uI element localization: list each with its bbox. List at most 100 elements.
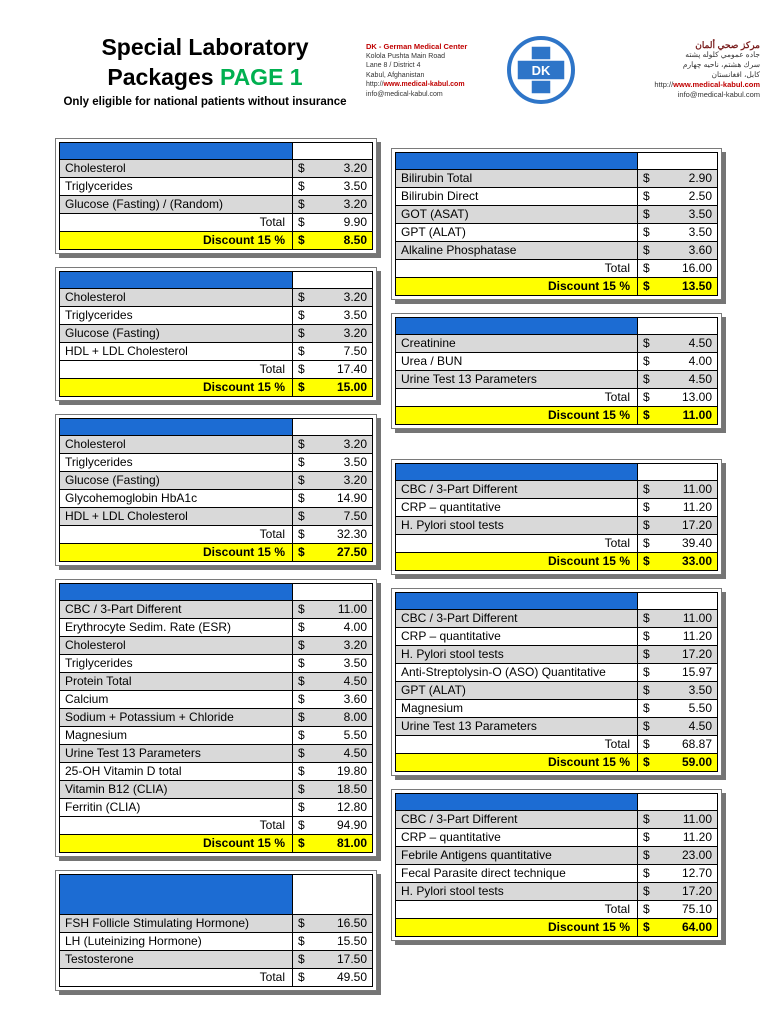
test-name: Ferritin (CLIA) — [59, 798, 293, 817]
test-price-cell: $4.50 — [292, 744, 373, 763]
test-name: CBC / 3-Part Different — [59, 600, 293, 619]
clinic-url: http://www.medical-kabul.com — [366, 80, 498, 90]
price: $17.40 — [298, 362, 367, 377]
currency-sign: $ — [643, 866, 650, 880]
currency-sign: $ — [643, 372, 650, 386]
table-header-row — [59, 271, 373, 289]
test-price-cell: $3.20 — [292, 435, 373, 454]
test-row: GPT (ALAT) $3.50 — [395, 681, 718, 700]
table-title-price-cell — [637, 793, 718, 811]
test-row: Urea / BUN $4.00 — [395, 352, 718, 371]
currency-sign: $ — [643, 171, 650, 185]
clinic-address-arabic-line3: كابل، افغانستان — [711, 70, 760, 79]
clinic-name: DK - German Medical Center — [366, 42, 468, 51]
table-title-bar — [59, 874, 293, 915]
package-price-table: Cholesterol $3.20 Triglycerides $3.50 Glucos… — [59, 271, 373, 397]
total-label: Total — [59, 968, 293, 987]
amount: 27.50 — [336, 545, 367, 559]
amount: 11.00 — [682, 408, 712, 422]
test-name: HDL + LDL Cholesterol — [59, 507, 293, 526]
currency-sign: $ — [643, 390, 650, 404]
total-label: Total — [395, 900, 638, 919]
table-header-row — [59, 418, 373, 436]
test-price-cell: $2.50 — [637, 187, 718, 206]
amount: 8.50 — [343, 233, 367, 247]
discount-price-cell: $64.00 — [637, 918, 718, 937]
price: $2.90 — [643, 171, 712, 186]
test-price-cell: $3.20 — [292, 324, 373, 343]
price: $75.10 — [643, 902, 712, 917]
test-name: Triglycerides — [59, 306, 293, 325]
discount-label: Discount 15 % — [395, 552, 638, 571]
price: $11.00 — [643, 408, 712, 423]
amount: 4.50 — [688, 372, 712, 386]
amount: 2.90 — [688, 171, 712, 185]
test-row: Protein Total $4.50 — [59, 672, 373, 691]
discount-label: Discount 15 % — [59, 378, 293, 397]
price: $3.50 — [298, 455, 367, 470]
price: $59.00 — [643, 755, 712, 770]
total-price-cell: $17.40 — [292, 360, 373, 379]
test-name: Triglycerides — [59, 453, 293, 472]
amount: 7.50 — [343, 509, 367, 523]
test-price-cell: $3.60 — [637, 241, 718, 260]
table-title-price-cell — [292, 271, 373, 289]
test-name: Erythrocyte Sedim. Rate (ESR) — [59, 618, 293, 637]
package-price-table: Creatinine $4.50 Urea / BUN $4.00 Urine Test… — [395, 317, 718, 425]
amount: 3.60 — [688, 243, 712, 257]
test-row: Glycohemoglobin HbA1c $14.90 — [59, 489, 373, 508]
amount: 3.50 — [343, 455, 367, 469]
test-name: Magnesium — [395, 699, 638, 718]
discount-label: Discount 15 % — [59, 834, 293, 853]
total-label: Total — [59, 360, 293, 379]
test-row: CRP – quantitative $11.20 — [395, 828, 718, 847]
currency-sign: $ — [643, 408, 650, 422]
package-table: CBC / 3-Part Different $11.00 CRP – quanti… — [391, 588, 722, 776]
amount: 11.00 — [682, 812, 712, 826]
total-row: Total $9.90 — [59, 213, 373, 232]
price: $3.60 — [298, 692, 367, 707]
test-name: CBC / 3-Part Different — [395, 609, 638, 628]
price: $94.90 — [298, 818, 367, 833]
total-label: Total — [395, 259, 638, 278]
test-name: GOT (ASAT) — [395, 205, 638, 224]
package-price-table: FSH Follicle Stimulating Hormone) $16.50 L… — [59, 874, 373, 987]
price: $15.50 — [298, 934, 367, 949]
clinic-address-line3: Kabul, Afghanistan — [366, 71, 425, 79]
amount: 13.50 — [681, 279, 712, 293]
total-row: Total $13.00 — [395, 388, 718, 407]
discount-price-cell: $8.50 — [292, 231, 373, 250]
table-title-price-cell — [637, 317, 718, 335]
test-row: Erythrocyte Sedim. Rate (ESR) $4.00 — [59, 618, 373, 637]
package-table: Bilirubin Total $2.90 Bilirubin Direct $2.5… — [391, 148, 722, 300]
package-price-table: CBC / 3-Part Different $11.00 CRP – quanti… — [395, 793, 718, 937]
amount: 4.00 — [688, 354, 712, 368]
test-row: GPT (ALAT) $3.50 — [395, 223, 718, 242]
test-name: Cholesterol — [59, 288, 293, 307]
test-price-cell: $4.00 — [637, 352, 718, 371]
table-header-row — [59, 874, 373, 915]
amount: 7.50 — [343, 344, 367, 358]
total-row: Total $16.00 — [395, 259, 718, 278]
currency-sign: $ — [298, 934, 305, 948]
table-title-price-cell — [637, 592, 718, 610]
test-row: GOT (ASAT) $3.50 — [395, 205, 718, 224]
url-prefix: http:// — [366, 81, 384, 88]
test-row: Triglycerides $3.50 — [59, 306, 373, 325]
test-row: Anti-Streptolysin-O (ASO) Quantitative $1… — [395, 663, 718, 682]
total-price-cell: $9.90 — [292, 213, 373, 232]
total-row: Total $94.90 — [59, 816, 373, 835]
total-price-cell: $94.90 — [292, 816, 373, 835]
price: $23.00 — [643, 848, 712, 863]
test-price-cell: $18.50 — [292, 780, 373, 799]
amount: 8.00 — [343, 710, 367, 724]
price: $17.50 — [298, 952, 367, 967]
price: $3.20 — [298, 161, 367, 176]
amount: 16.50 — [336, 916, 367, 930]
left-table-column: Cholesterol $3.20 Triglycerides $3.50 Glucos… — [55, 138, 377, 991]
test-price-cell: $3.20 — [292, 471, 373, 490]
test-name: Cholesterol — [59, 159, 293, 178]
currency-sign: $ — [298, 344, 305, 358]
test-row: CRP – quantitative $11.20 — [395, 498, 718, 517]
clinic-address-line2: Lane 8 / District 4 — [366, 62, 421, 69]
